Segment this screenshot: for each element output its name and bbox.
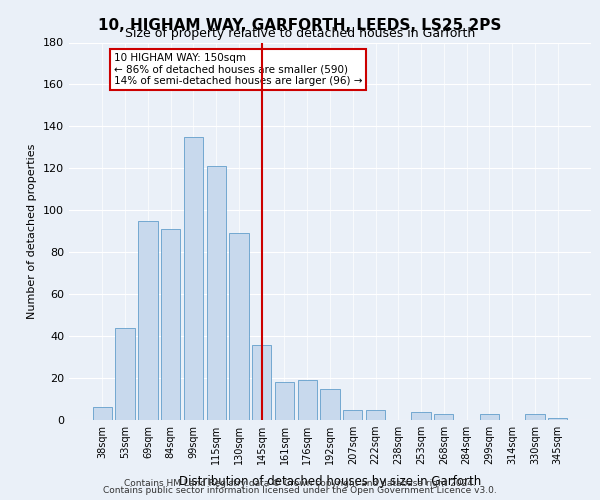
Bar	[366, 410, 385, 420]
Text: Size of property relative to detached houses in Garforth: Size of property relative to detached ho…	[125, 28, 475, 40]
Bar	[252, 344, 271, 420]
Bar	[184, 137, 203, 420]
Bar	[229, 234, 248, 420]
Bar	[343, 410, 362, 420]
Bar	[206, 166, 226, 420]
Bar	[298, 380, 317, 420]
Text: Contains HM Land Registry data © Crown copyright and database right 2024.: Contains HM Land Registry data © Crown c…	[124, 478, 476, 488]
Bar	[93, 408, 112, 420]
Bar	[412, 412, 431, 420]
Bar	[161, 229, 181, 420]
Bar	[434, 414, 454, 420]
Bar	[479, 414, 499, 420]
Bar	[320, 388, 340, 420]
X-axis label: Distribution of detached houses by size in Garforth: Distribution of detached houses by size …	[179, 476, 481, 488]
Text: 10 HIGHAM WAY: 150sqm
← 86% of detached houses are smaller (590)
14% of semi-det: 10 HIGHAM WAY: 150sqm ← 86% of detached …	[114, 53, 362, 86]
Bar	[275, 382, 294, 420]
Y-axis label: Number of detached properties: Number of detached properties	[28, 144, 37, 319]
Bar	[115, 328, 135, 420]
Bar	[525, 414, 545, 420]
Bar	[138, 221, 158, 420]
Text: Contains public sector information licensed under the Open Government Licence v3: Contains public sector information licen…	[103, 486, 497, 495]
Text: 10, HIGHAM WAY, GARFORTH, LEEDS, LS25 2PS: 10, HIGHAM WAY, GARFORTH, LEEDS, LS25 2P…	[98, 18, 502, 32]
Bar	[548, 418, 567, 420]
